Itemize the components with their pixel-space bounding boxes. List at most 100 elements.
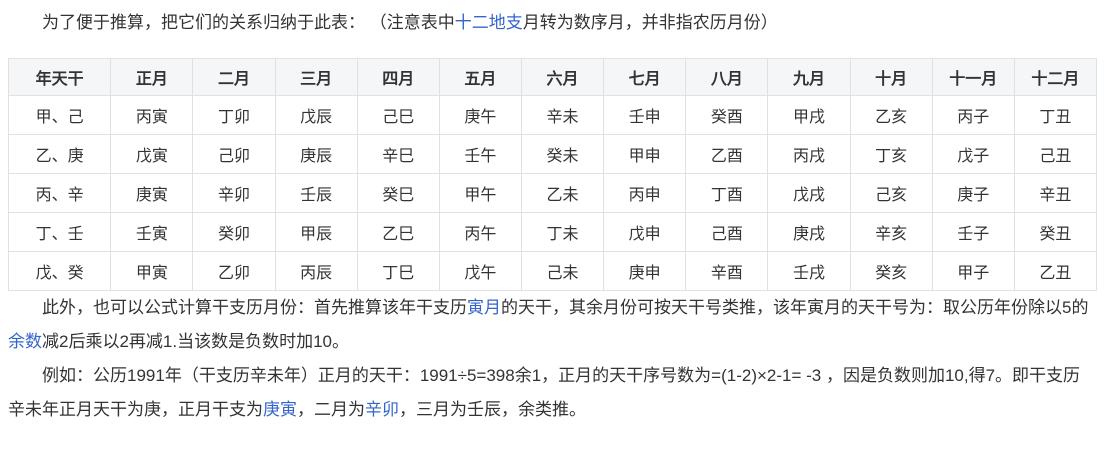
text-segment: 此外，也可以公式计算干支历月份：首先推算该年干支历 xyxy=(42,298,467,317)
month-ganzhi-cell: 丙寅 xyxy=(110,95,194,135)
month-ganzhi-cell: 戊寅 xyxy=(110,134,194,174)
text-segment: ，二月为 xyxy=(297,400,365,419)
month-ganzhi-cell: 乙丑 xyxy=(1013,251,1098,291)
month-ganzhi-cell: 丁亥 xyxy=(849,134,933,174)
month-ganzhi-cell: 甲戌 xyxy=(767,95,851,135)
month-ganzhi-cell: 庚子 xyxy=(931,173,1015,213)
intro-paragraph: 为了便于推算，把它们的关系归纳于此表： （注意表中十二地支月转为数序月，并非指农… xyxy=(8,6,1097,40)
month-ganzhi-cell: 甲午 xyxy=(438,173,522,213)
article-page: 为了便于推算，把它们的关系归纳于此表： （注意表中十二地支月转为数序月，并非指农… xyxy=(7,6,1098,427)
year-stem-cell: 甲、己 xyxy=(7,95,112,135)
text-segment: 的天干，其余月份可按天干号类推，该年寅月的天干号为：取公历年份除以5的 xyxy=(501,298,1089,317)
header-cell: 十二月 xyxy=(1013,58,1098,96)
link-gengyin[interactable]: 庚寅 xyxy=(263,400,297,419)
month-ganzhi-cell: 庚午 xyxy=(438,95,522,135)
month-ganzhi-cell: 壬申 xyxy=(603,95,687,135)
example-paragraph: 例如：公历1991年（干支历辛未年）正月的天干：1991÷5=398余1，正月的… xyxy=(8,359,1097,427)
month-ganzhi-cell: 辛未 xyxy=(520,95,605,135)
month-ganzhi-cell: 乙巳 xyxy=(356,212,440,252)
month-ganzhi-cell: 癸未 xyxy=(520,134,605,174)
month-ganzhi-cell: 己卯 xyxy=(192,134,276,174)
month-ganzhi-cell: 戊子 xyxy=(931,134,1015,174)
month-ganzhi-cell: 壬寅 xyxy=(110,212,194,252)
month-ganzhi-cell: 乙卯 xyxy=(192,251,276,291)
month-ganzhi-cell: 辛巳 xyxy=(356,134,440,174)
link-twelve-earthly-branches[interactable]: 十二地支 xyxy=(454,13,523,32)
month-ganzhi-cell: 乙酉 xyxy=(685,134,769,174)
text-segment: 例如：公历1991年（干支历辛未年）正月的天干：1991÷5=398余1，正月的… xyxy=(8,366,1081,419)
ganzhi-month-table: 年天干 正月 二月 三月 四月 五月 六月 七月 八月 九月 十月 十一月 十二月 甲、己 丙寅 丁卯 戊辰己… xyxy=(7,58,1098,291)
month-ganzhi-cell: 癸亥 xyxy=(849,251,933,291)
text-segment: 减2后乘以2再减1.当该数是负数时加10。 xyxy=(42,332,349,351)
month-ganzhi-cell: 癸酉 xyxy=(685,95,769,135)
table-row: 丙、辛 庚寅 辛卯 壬辰 癸巳 甲午 乙未 丙申 丁酉 戊戌 己亥 庚子 辛丑 xyxy=(7,173,1098,213)
text-segment: ，三月为壬辰，余类推。 xyxy=(399,400,586,419)
table-row: 乙、庚 戊寅 己卯 庚辰 辛巳 壬午 癸未 甲申 乙酉 丙戌 丁亥 戊子 己丑 xyxy=(7,134,1098,174)
month-ganzhi-cell: 庚戌 xyxy=(767,212,851,252)
month-ganzhi-cell: 庚申 xyxy=(603,251,687,291)
month-ganzhi-cell: 庚寅 xyxy=(110,173,194,213)
year-stem-cell: 丙、辛 xyxy=(7,173,112,213)
month-ganzhi-cell: 己丑 xyxy=(1013,134,1098,174)
month-ganzhi-cell: 乙亥 xyxy=(849,95,933,135)
month-table-head-row: 年天干 正月 二月 三月 四月 五月 六月 七月 八月 九月 十月 十一月 十二月 xyxy=(7,58,1098,96)
month-ganzhi-cell: 丙辰 xyxy=(274,251,358,291)
table-row: 戊、癸 甲寅 乙卯 丙辰 丁巳 戊午 己未 庚申 辛酉 壬戌 癸亥 甲子 乙丑 xyxy=(7,251,1098,291)
month-ganzhi-cell: 丁丑 xyxy=(1013,95,1098,135)
month-ganzhi-cell: 壬辰 xyxy=(274,173,358,213)
month-ganzhi-cell: 辛丑 xyxy=(1013,173,1098,213)
link-yin-month[interactable]: 寅月 xyxy=(467,298,501,317)
month-ganzhi-cell: 丙申 xyxy=(603,173,687,213)
month-ganzhi-cell: 戊戌 xyxy=(767,173,851,213)
text-segment: 为了便于推算，把它们的关系归纳于此表： （注意表中 xyxy=(42,13,455,32)
month-ganzhi-cell: 丁卯 xyxy=(192,95,276,135)
month-ganzhi-cell: 丙戌 xyxy=(767,134,851,174)
month-ganzhi-cell: 辛酉 xyxy=(685,251,769,291)
header-cell: 七月 xyxy=(603,58,687,96)
header-cell: 六月 xyxy=(520,58,605,96)
month-ganzhi-cell: 甲子 xyxy=(931,251,1015,291)
month-ganzhi-cell: 壬午 xyxy=(438,134,522,174)
header-cell: 二月 xyxy=(192,58,276,96)
month-ganzhi-cell: 己未 xyxy=(520,251,605,291)
month-ganzhi-cell: 戊午 xyxy=(438,251,522,291)
header-cell: 正月 xyxy=(110,58,194,96)
year-stem-cell: 乙、庚 xyxy=(7,134,112,174)
header-cell: 五月 xyxy=(438,58,522,96)
month-ganzhi-cell: 己亥 xyxy=(849,173,933,213)
month-ganzhi-cell: 癸巳 xyxy=(356,173,440,213)
month-ganzhi-cell: 丁未 xyxy=(520,212,605,252)
month-ganzhi-cell: 癸卯 xyxy=(192,212,276,252)
month-ganzhi-cell: 丁巳 xyxy=(356,251,440,291)
month-ganzhi-cell: 乙未 xyxy=(520,173,605,213)
month-ganzhi-cell: 戊申 xyxy=(603,212,687,252)
month-ganzhi-cell: 甲寅 xyxy=(110,251,194,291)
month-table-body: 甲、己 丙寅 丁卯 戊辰 己巳 庚午 辛未 壬申 癸酉 甲戌 乙亥 丙子 丁丑 乙、庚 戊寅 己卯 庚辰 辛巳 壬午… xyxy=(7,95,1098,291)
month-ganzhi-cell: 丙子 xyxy=(931,95,1015,135)
header-cell: 年天干 xyxy=(7,58,112,96)
link-remainder[interactable]: 余数 xyxy=(8,332,42,351)
header-cell: 八月 xyxy=(685,58,769,96)
month-ganzhi-cell: 庚辰 xyxy=(274,134,358,174)
month-ganzhi-cell: 癸丑 xyxy=(1013,212,1098,252)
month-ganzhi-cell: 己酉 xyxy=(685,212,769,252)
month-ganzhi-cell: 甲申 xyxy=(603,134,687,174)
month-ganzhi-cell: 壬戌 xyxy=(767,251,851,291)
year-stem-cell: 丁、壬 xyxy=(7,212,112,252)
header-cell: 九月 xyxy=(767,58,851,96)
month-ganzhi-cell: 辛亥 xyxy=(849,212,933,252)
text-segment: 月转为数序月，并非指农历月份） xyxy=(522,13,778,32)
header-cell: 十月 xyxy=(849,58,933,96)
header-cell: 十一月 xyxy=(931,58,1015,96)
year-stem-cell: 戊、癸 xyxy=(7,251,112,291)
formula-paragraph: 此外，也可以公式计算干支历月份：首先推算该年干支历寅月的天干，其余月份可按天干号… xyxy=(8,291,1097,359)
month-ganzhi-cell: 丁酉 xyxy=(685,173,769,213)
month-ganzhi-cell: 辛卯 xyxy=(192,173,276,213)
table-row: 甲、己 丙寅 丁卯 戊辰 己巳 庚午 辛未 壬申 癸酉 甲戌 乙亥 丙子 丁丑 xyxy=(7,95,1098,135)
link-xinmao[interactable]: 辛卯 xyxy=(365,400,399,419)
month-ganzhi-cell: 丙午 xyxy=(438,212,522,252)
month-ganzhi-cell: 甲辰 xyxy=(274,212,358,252)
table-row: 丁、壬 壬寅 癸卯 甲辰 乙巳 丙午 丁未 戊申 己酉 庚戌 辛亥 壬子 癸丑 xyxy=(7,212,1098,252)
month-ganzhi-cell: 戊辰 xyxy=(274,95,358,135)
header-cell: 四月 xyxy=(356,58,440,96)
